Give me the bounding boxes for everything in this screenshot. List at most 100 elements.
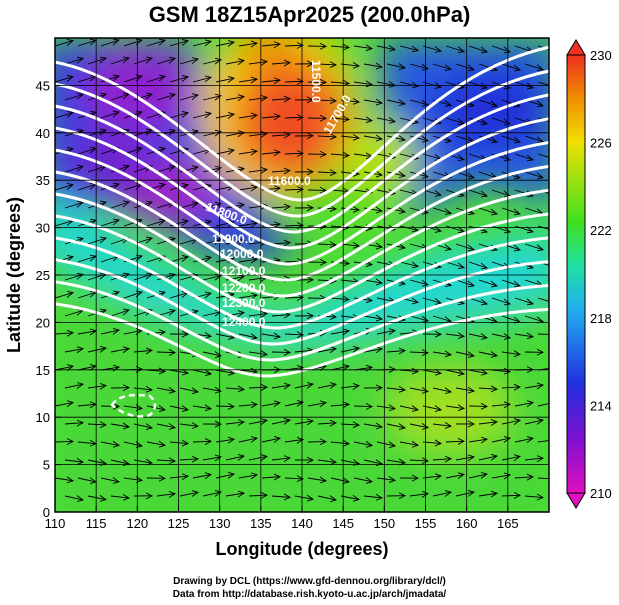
wind-arrow [250, 184, 259, 192]
wind-arrow [398, 207, 407, 215]
wind-arrow [260, 492, 269, 499]
wind-arrow [560, 457, 566, 463]
wind-arrow [526, 298, 535, 306]
colorbar: 230 226 222 218 214 210 [566, 39, 612, 509]
wind-arrow [250, 40, 259, 48]
wind-streamline [248, 97, 268, 101]
wind-arrow [319, 114, 328, 122]
wind-streamline [455, 63, 475, 71]
wind-streamline [432, 491, 452, 497]
wind-arrow [204, 332, 213, 339]
contour-line [55, 236, 549, 330]
contour-line [55, 45, 549, 202]
wind-streamline [514, 476, 534, 479]
wind-streamline [478, 421, 498, 425]
wind-arrow [273, 185, 282, 193]
wind-arrow [76, 382, 85, 389]
wind-streamline [491, 189, 511, 197]
wind-streamline [317, 383, 337, 389]
wind-arrow [398, 99, 407, 107]
wind-streamline [87, 347, 107, 353]
wind-arrow [411, 405, 420, 412]
wind-arrow [560, 348, 566, 354]
y-axis-ticks: 0 5 10 15 20 25 30 35 40 45 [36, 78, 61, 520]
wind-streamline [491, 369, 511, 373]
wind-arrow [168, 308, 177, 316]
wind-arrow [181, 255, 190, 262]
wind-streamline [55, 184, 74, 191]
wind-arrow [398, 492, 407, 500]
wind-arrow [66, 364, 75, 371]
wind-arrow [365, 440, 374, 448]
wind-arrow [329, 382, 338, 389]
wind-arrow [388, 476, 397, 483]
wind-arrow [112, 38, 121, 46]
wind-streamline [271, 384, 291, 389]
wind-arrow [513, 454, 522, 462]
x-tick-label: 135 [250, 516, 272, 531]
wind-streamline [192, 256, 212, 263]
wind-streamline [271, 134, 291, 137]
wind-streamline [284, 224, 304, 227]
wind-arrow [434, 439, 443, 447]
wind-streamline [192, 184, 212, 191]
wind-streamline [238, 222, 258, 227]
wind-streamline [146, 441, 166, 446]
wind-streamline [248, 133, 268, 137]
wind-streamline [215, 369, 235, 374]
wind-streamline [399, 45, 419, 51]
wind-arrow [457, 46, 466, 54]
wind-arrow [145, 347, 154, 355]
wind-streamline [202, 387, 222, 392]
wind-arrow [76, 495, 85, 503]
x-tick-label: 120 [126, 516, 148, 531]
wind-streamline [353, 81, 373, 86]
wind-arrow [283, 455, 292, 463]
wind-streamline [399, 405, 419, 411]
contour-line [55, 69, 549, 218]
wind-arrow [122, 422, 131, 430]
wind-streamline [271, 495, 291, 498]
wind-arrow [560, 244, 566, 250]
wind-streamline [491, 225, 511, 233]
wind-arrow [250, 256, 259, 264]
wind-arrow [204, 472, 213, 480]
wind-streamline [64, 459, 84, 463]
wind-streamline [146, 369, 166, 372]
wind-streamline [317, 495, 337, 501]
wind-arrow [444, 422, 453, 429]
wind-streamline [478, 387, 498, 390]
wind-streamline [238, 78, 258, 83]
wind-arrow [319, 78, 328, 86]
wind-streamline [399, 261, 419, 267]
wind-streamline [215, 438, 235, 443]
wind-streamline [524, 135, 544, 143]
colorbar-tick-label: 230 [590, 48, 612, 63]
wind-streamline [64, 422, 84, 425]
wind-arrow [250, 292, 259, 300]
wind-arrow [135, 441, 144, 449]
wind-streamline [169, 475, 189, 479]
wind-arrow [181, 111, 190, 118]
wind-arrow [306, 312, 315, 320]
wind-streamline [179, 238, 199, 245]
wind-streamline [363, 207, 383, 212]
wind-streamline [422, 475, 442, 479]
wind-arrow [158, 74, 167, 82]
wind-streamline [445, 473, 465, 479]
wind-arrow [296, 399, 305, 407]
wind-arrow [237, 58, 246, 66]
wind-streamline [317, 171, 337, 174]
wind-arrow [122, 200, 131, 208]
wind-streamline [445, 225, 465, 233]
wind-arrow [550, 437, 556, 443]
wind-arrow [260, 166, 269, 174]
wind-streamline [386, 459, 406, 464]
wind-arrow [490, 419, 499, 426]
wind-arrow [329, 419, 338, 427]
wind-streamline [169, 112, 189, 119]
wind-arrow [191, 165, 200, 173]
wind-arrow [526, 154, 535, 162]
wind-streamline [501, 419, 521, 425]
wind-streamline [340, 63, 360, 67]
